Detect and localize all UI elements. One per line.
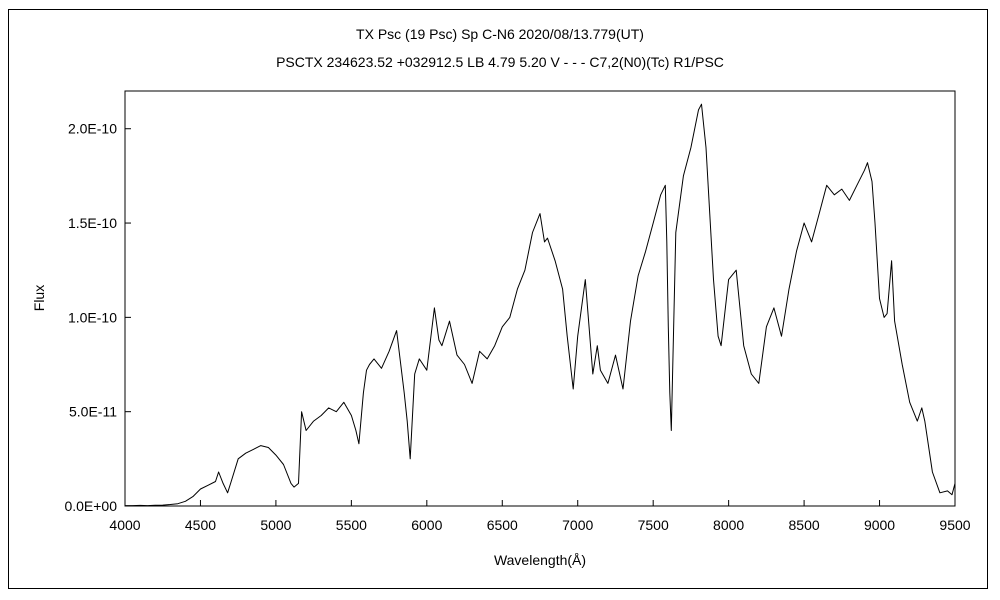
x-axis-label: Wavelength(Å) [494,552,586,568]
y-tick-label: 0.0E+00 [64,498,117,514]
x-tick-label: 5500 [336,517,367,533]
series-group [125,103,956,507]
x-tick-label: 4000 [109,517,140,533]
y-tick-label: 2.0E-10 [68,121,117,137]
x-tick-label: 8500 [789,517,820,533]
x-tick-label: 9000 [864,517,895,533]
chart-frame [8,9,988,589]
y-tick-label: 1.0E-10 [68,309,117,325]
x-axis-ticks: 4000 4500 5000 5500 6000 6500 7000 7500 8000 8500… [109,500,971,533]
x-tick-label: 6500 [487,517,518,533]
x-tick-label: 9500 [939,517,970,533]
y-tick-label: 5.0E-11 [69,404,117,420]
chart-subtitle: PSCTX 234623.52 +032912.5 LB 4.79 5.20 V… [276,54,724,70]
x-tick-label: 7500 [638,517,669,533]
y-tick-label: 1.5E-10 [68,215,117,231]
y-axis-label: Flux [31,285,47,311]
x-tick-label: 8000 [713,517,744,533]
x-tick-label: 4500 [185,517,216,533]
plot-area [124,90,956,507]
chart-title: TX Psc (19 Psc) Sp C-N6 2020/08/13.779(U… [356,26,644,42]
y-axis-ticks: 0.0E+00 5.0E-11 1.0E-10 1.5E-10 2.0E-10 [64,121,131,514]
x-tick-label: 5000 [260,517,291,533]
x-tick-label: 7000 [562,517,593,533]
x-tick-label: 6000 [411,517,442,533]
spectrum-line [125,103,956,507]
